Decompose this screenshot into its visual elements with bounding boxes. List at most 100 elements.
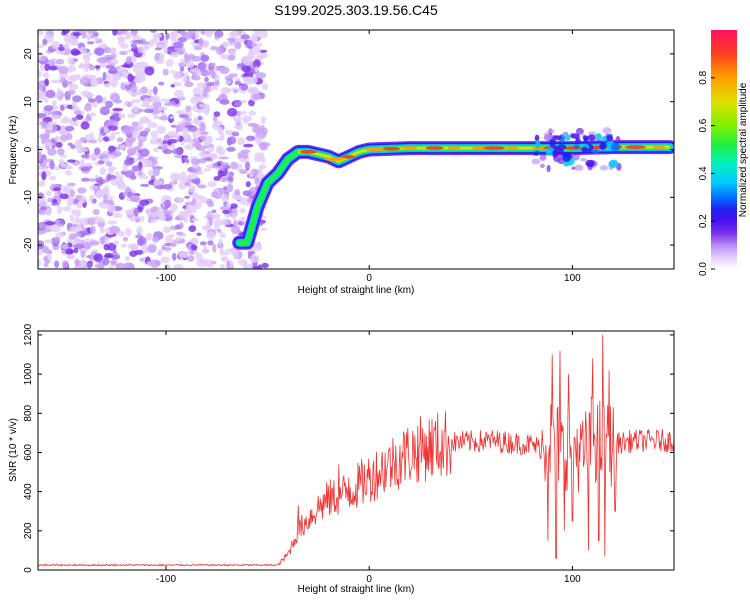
spectrogram-x-tick-label: -100 xyxy=(156,273,176,284)
spectrogram-noise-blob xyxy=(147,122,158,129)
spectrogram-noise-blob xyxy=(217,170,224,178)
spectrogram-noise-blob xyxy=(76,114,84,120)
spectrogram-ridge-scatter xyxy=(554,147,564,155)
spectrogram-noise-blob xyxy=(210,62,216,67)
spectrogram-noise-blob xyxy=(196,232,202,236)
spectrogram-noise-blob xyxy=(48,175,57,181)
spectrogram-noise-blob xyxy=(80,195,87,204)
spectrogram-noise-blob xyxy=(210,153,219,160)
spectrogram-noise-blob xyxy=(144,66,155,76)
spectrogram-y-tick-label: 20 xyxy=(23,48,34,60)
spectrogram-noise-blob xyxy=(253,155,263,162)
spectrogram-noise-blob xyxy=(206,82,215,86)
spectrogram-noise-blob xyxy=(56,148,65,156)
spectrogram-noise-blob xyxy=(112,108,124,112)
spectrogram-noise-blob xyxy=(158,106,168,111)
spectrogram-noise-blob xyxy=(191,158,201,165)
spectrogram-noise-blob xyxy=(107,242,117,251)
spectrogram-noise-blob xyxy=(70,209,76,215)
spectrogram-noise-blob xyxy=(77,140,83,145)
spectrogram-noise-blob xyxy=(153,179,164,186)
spectrogram-noise-blob xyxy=(239,111,248,115)
spectrogram-noise-blob xyxy=(81,154,90,159)
spectrogram-noise-blob xyxy=(38,90,46,98)
spectrogram-noise-blob xyxy=(73,247,79,254)
spectrogram-noise-blob xyxy=(227,54,236,61)
spectrogram-noise-blob xyxy=(139,130,149,137)
spectrogram-noise-blob xyxy=(98,154,104,160)
colorbar: 0.0 0.2 0.4 0.6 0.8 Normalized spectral ampl… xyxy=(698,30,749,276)
spectrogram-noise-blob xyxy=(262,83,269,91)
spectrogram-noise-blob xyxy=(92,209,100,216)
spectrogram-noise-blob xyxy=(176,197,184,202)
spectrogram-noise-blob xyxy=(178,251,189,259)
spectrogram-noise-blob xyxy=(47,121,57,125)
spectrogram-noise-blob xyxy=(141,244,149,250)
spectrogram-ridge-scatter xyxy=(533,151,539,156)
spectrogram-noise-blob xyxy=(216,228,222,233)
spectrogram-noise-blob xyxy=(260,227,268,231)
spectrogram-noise-blob xyxy=(245,181,251,188)
spectrogram-ridge-peak xyxy=(324,157,344,162)
spectrogram-noise-blob xyxy=(242,190,252,197)
spectrogram-noise-blob xyxy=(108,166,114,175)
spectrogram-noise-blob xyxy=(175,125,180,134)
spectrogram-noise-blob xyxy=(81,30,87,39)
spectrogram-noise-blob xyxy=(55,232,65,238)
spectrogram-noise-blob xyxy=(94,65,101,69)
spectrogram-noise-blob xyxy=(94,216,99,225)
spectrogram-noise-blob xyxy=(81,49,87,55)
spectrogram-noise-blob xyxy=(111,150,122,157)
spectrogram-noise-blob xyxy=(125,227,132,237)
spectrogram-noise-blob xyxy=(156,59,165,65)
spectrogram-noise-blob xyxy=(143,108,154,114)
spectrogram-noise-blob xyxy=(140,183,150,187)
spectrogram-noise-blob xyxy=(165,235,174,244)
spectrogram-noise-blob xyxy=(59,193,69,200)
spectrogram-noise-blob xyxy=(237,221,244,226)
spectrogram-noise-blob xyxy=(235,118,242,125)
snr-x-tick-label: 0 xyxy=(366,574,372,585)
spectrogram-ridge-scatter xyxy=(535,140,541,149)
spectrogram-noise-blob xyxy=(197,115,203,121)
spectrogram-noise-blob xyxy=(125,209,135,215)
spectrogram-noise-blob xyxy=(70,39,75,46)
spectrogram-noise-blob xyxy=(257,264,263,269)
spectrogram-noise-blob xyxy=(155,137,164,146)
spectrogram-noise-blob xyxy=(599,165,609,171)
spectrogram-noise-blob xyxy=(183,72,189,81)
spectrogram-noise-blob xyxy=(210,46,218,51)
spectrogram-ridge-peak xyxy=(563,146,583,150)
spectrogram-noise-blob xyxy=(73,265,84,269)
spectrogram-noise-blob xyxy=(261,262,269,269)
spectrogram-noise-blob xyxy=(242,57,252,66)
spectrogram-noise-blob xyxy=(194,39,200,44)
spectrogram-noise-blob xyxy=(49,160,55,170)
spectrogram-noise-blob xyxy=(115,171,120,176)
spectrogram-noise-blob xyxy=(254,177,260,187)
spectrogram-noise-blob xyxy=(137,46,145,54)
spectrogram-noise-blob xyxy=(54,260,60,269)
spectrogram-noise-blob xyxy=(61,243,69,250)
spectrogram-noise-blob xyxy=(212,121,220,131)
spectrogram-noise-blob xyxy=(94,147,101,155)
spectrogram-noise-blob xyxy=(182,32,194,39)
spectrogram-noise-blob xyxy=(187,204,197,214)
spectrogram-ridge-peak xyxy=(505,146,519,150)
spectrogram-ridge-peak xyxy=(483,146,506,150)
spectrogram-noise-blob xyxy=(249,254,260,263)
spectrogram-noise-blob xyxy=(102,96,107,104)
spectrogram-noise-blob xyxy=(127,150,134,156)
colorbar-tick-label: 0.4 xyxy=(698,166,709,180)
spectrogram-noise-blob xyxy=(99,167,106,175)
spectrogram-noise-blob xyxy=(123,61,134,69)
spectrogram-noise-blob xyxy=(132,40,143,44)
spectrogram-noise-blob xyxy=(99,237,106,241)
spectrogram-noise-blob xyxy=(163,148,173,155)
spectrogram-noise-blob xyxy=(162,226,172,233)
spectrogram-noise-blob xyxy=(90,78,99,88)
spectrogram-noise-blob xyxy=(172,30,179,38)
spectrogram-ridge-peak xyxy=(624,145,646,149)
spectrogram-noise-blob xyxy=(86,52,93,56)
spectrogram-ridge-scatter xyxy=(581,146,588,153)
